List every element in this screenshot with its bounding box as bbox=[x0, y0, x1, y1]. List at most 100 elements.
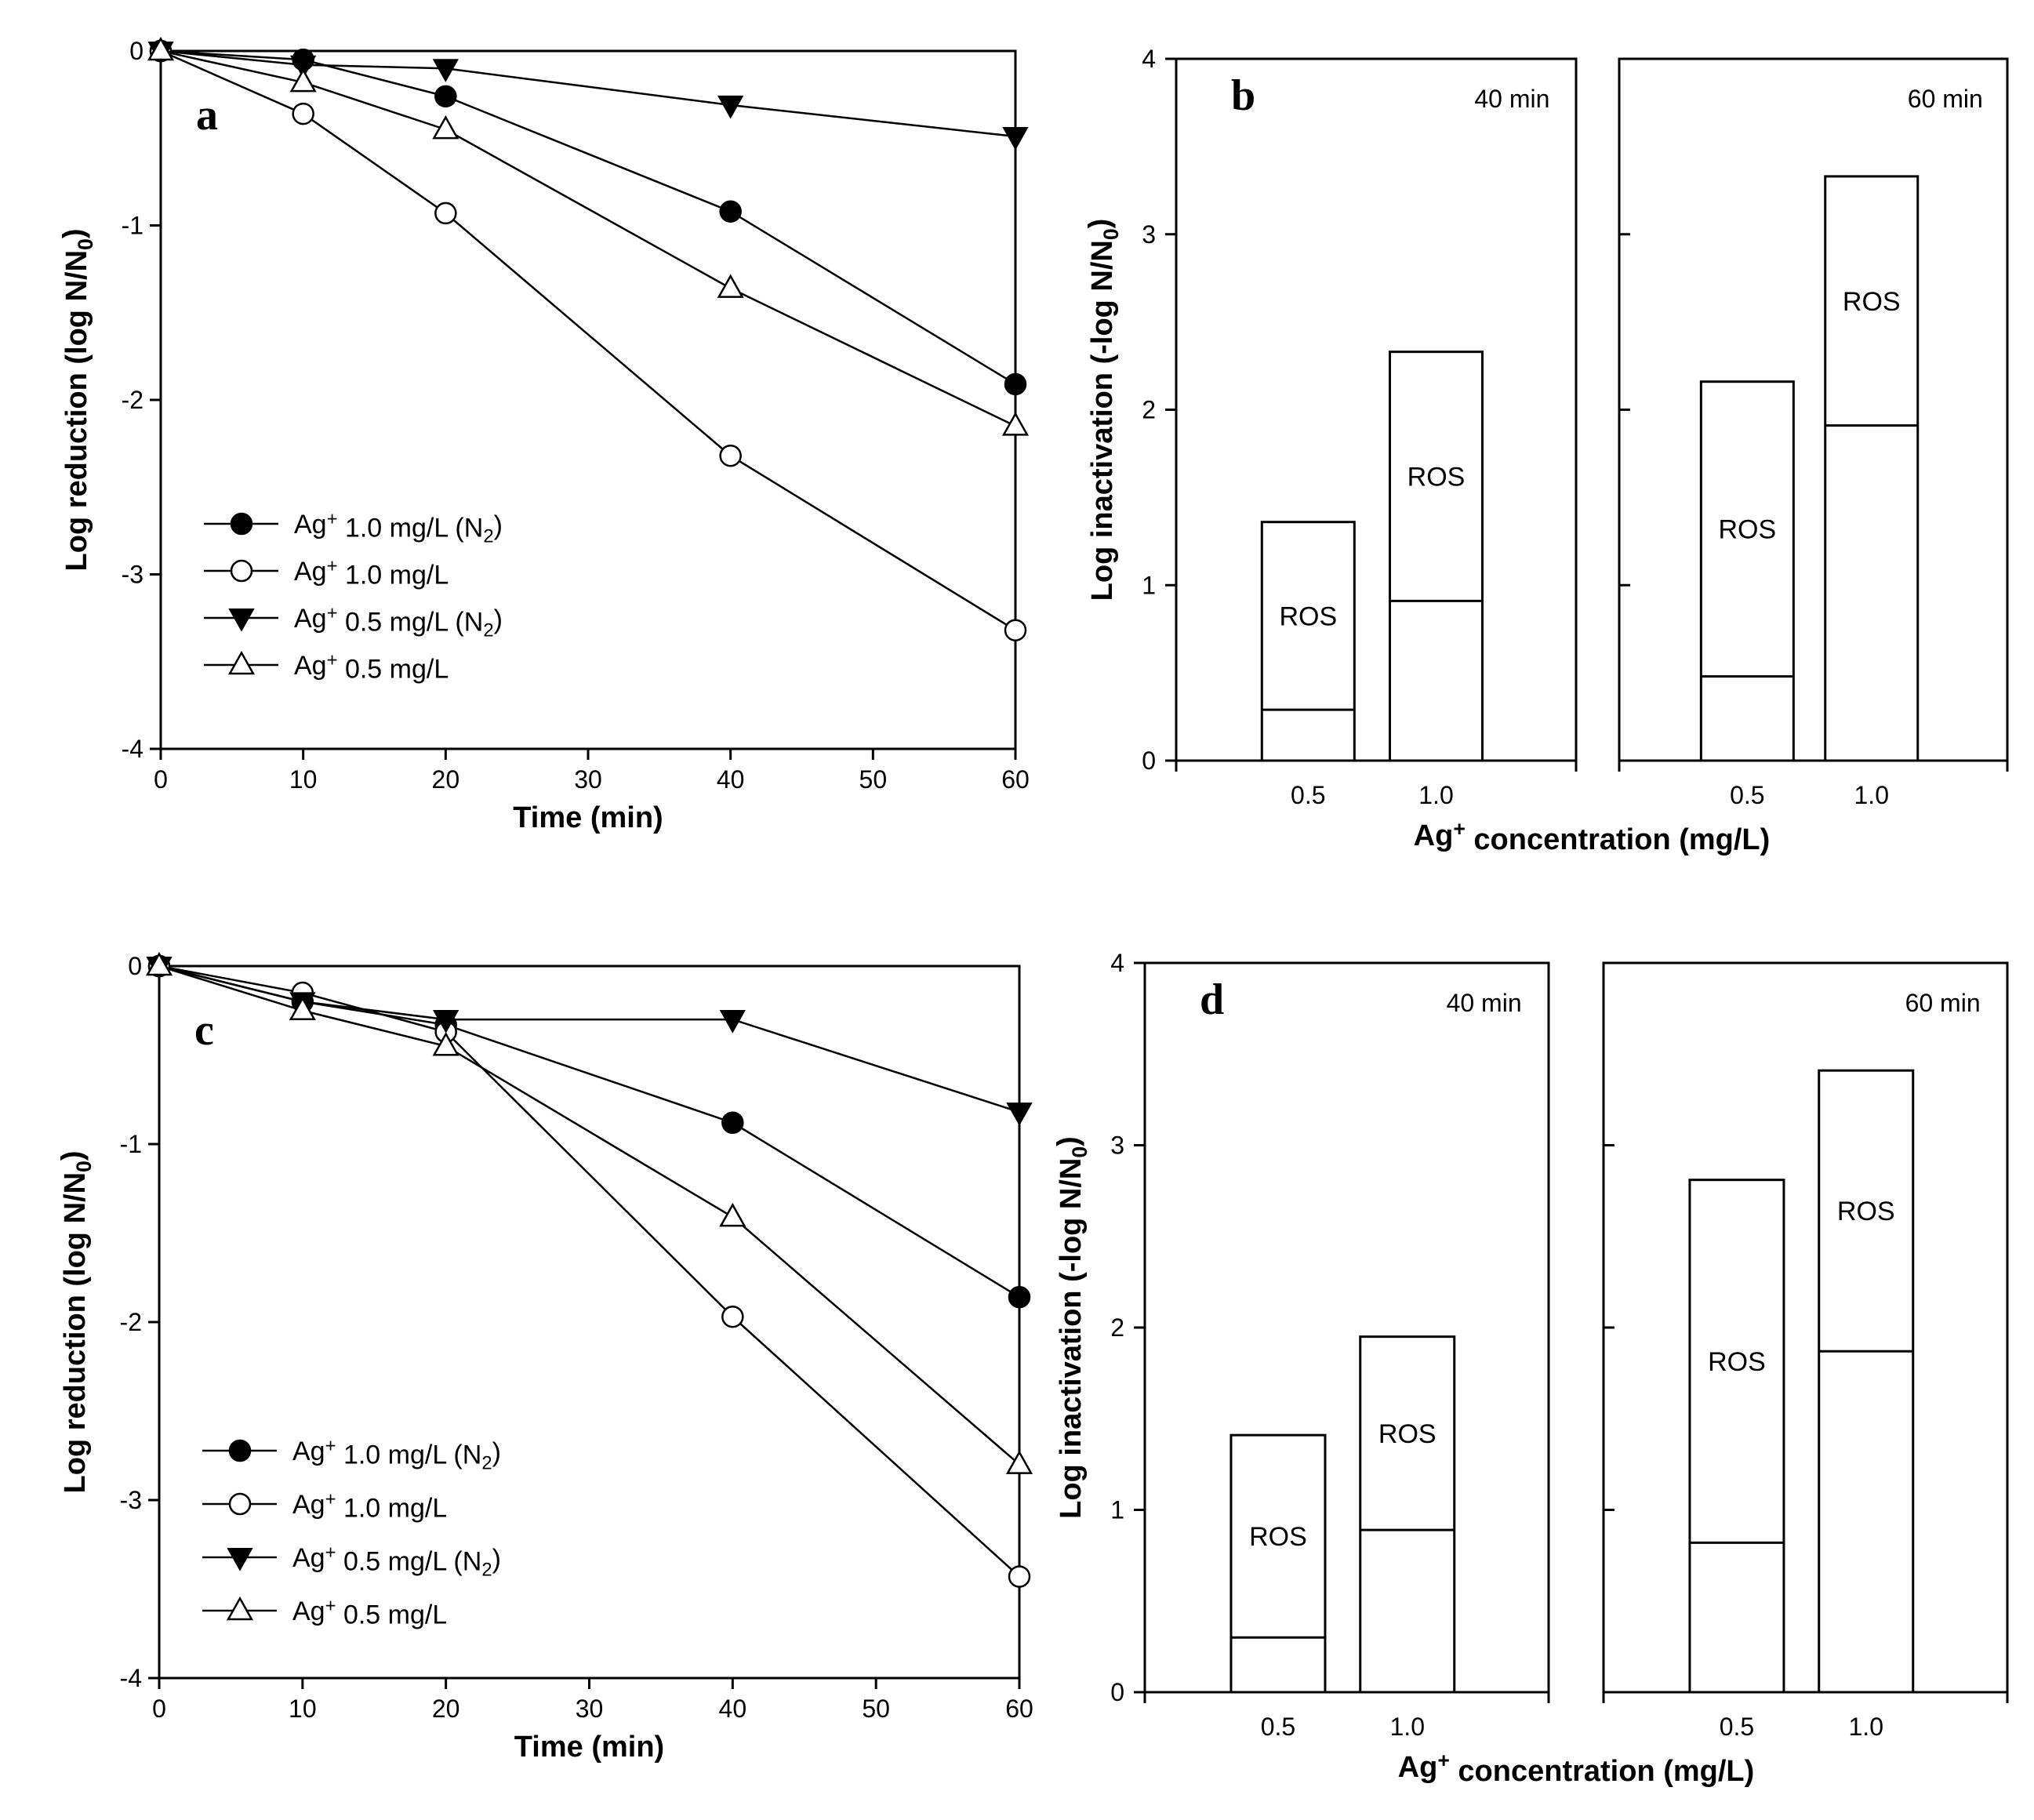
y-tick-label: 2 bbox=[1142, 396, 1156, 424]
data-point-s1 bbox=[1008, 1565, 1031, 1588]
bar-group-1: 60 min ROS 0.5 ROS 1.0 bbox=[1618, 57, 2009, 809]
time-label: 60 min bbox=[1908, 85, 1983, 113]
x-tick-label: 60 bbox=[1005, 1695, 1033, 1723]
legend-marker bbox=[226, 1596, 254, 1621]
x-tick-label: 60 bbox=[1001, 765, 1030, 794]
y-tick-label: -1 bbox=[120, 1130, 142, 1158]
x-tick-label: 1.0 bbox=[1854, 781, 1889, 809]
x-tick-label: 0 bbox=[154, 765, 168, 794]
data-point-s3 bbox=[1005, 1450, 1033, 1474]
data-point-s0 bbox=[434, 85, 457, 108]
x-tick-label: 0 bbox=[152, 1695, 166, 1723]
bar-total bbox=[1359, 1335, 1456, 1694]
y-tick-label: 0 bbox=[129, 37, 143, 65]
series-line-1 bbox=[158, 964, 1020, 1578]
x-tick-label: 10 bbox=[289, 765, 318, 794]
x-tick-label: 30 bbox=[576, 1695, 604, 1723]
data-point-s2 bbox=[433, 1010, 459, 1034]
legend-label: Ag+ 0.5 mg/L (N2) bbox=[292, 1542, 501, 1580]
panel-d: 0 1 2 3 4 40 min ROS 0.5 ROS 1.0 60 min ROS 0.5 ROS 1.… bbox=[1052, 949, 2009, 1788]
legend-marker bbox=[227, 650, 256, 675]
data-point-s3 bbox=[289, 67, 317, 93]
y-tick-label: 1 bbox=[1110, 1496, 1124, 1524]
legend-label: Ag+ 1.0 mg/L bbox=[294, 555, 449, 590]
y-tick-label: 0 bbox=[1110, 1678, 1124, 1706]
time-label: 60 min bbox=[1905, 989, 1981, 1017]
time-label: 40 min bbox=[1474, 85, 1549, 113]
x-tick-label: 1.0 bbox=[1849, 1713, 1883, 1741]
data-point-s3 bbox=[289, 996, 316, 1021]
series-line-2 bbox=[160, 49, 1016, 138]
series-line-1 bbox=[160, 49, 1016, 631]
ros-label: ROS bbox=[1719, 515, 1777, 545]
y-tick-label: -2 bbox=[122, 386, 143, 414]
plot-frame bbox=[1618, 57, 2009, 762]
x-tick-label: 1.0 bbox=[1390, 1713, 1425, 1741]
x-tick-label: 0.5 bbox=[1261, 1713, 1295, 1741]
y-tick-label: 0 bbox=[128, 952, 142, 980]
plot-frame bbox=[159, 49, 1017, 750]
x-tick-label: 1.0 bbox=[1418, 781, 1453, 809]
ros-label: ROS bbox=[1837, 1197, 1895, 1226]
data-point-s3 bbox=[432, 1031, 459, 1056]
legend-marker bbox=[230, 559, 253, 583]
x-axis-title: Ag+ concentration (mg/L) bbox=[1414, 817, 1771, 856]
bar-total bbox=[1824, 175, 1920, 762]
y-axis-title: Log inactivation (-log N/N0) bbox=[1052, 1136, 1091, 1519]
x-tick-label: 0.5 bbox=[1720, 1713, 1754, 1741]
ros-label: ROS bbox=[1407, 463, 1466, 492]
panel-letter: d bbox=[1200, 975, 1224, 1024]
y-tick-label: -1 bbox=[122, 212, 143, 240]
legend-label: Ag+ 1.0 mg/L bbox=[292, 1488, 447, 1523]
data-point-s3 bbox=[432, 114, 459, 140]
legend-marker bbox=[227, 1547, 253, 1571]
x-tick-label: 40 bbox=[719, 1695, 747, 1723]
series-line-2 bbox=[158, 964, 1020, 1113]
bar-group-0: 0 1 2 3 4 40 min ROS 0.5 ROS 1.0 bbox=[1110, 949, 1550, 1741]
bar-total bbox=[1260, 521, 1356, 762]
bar-total bbox=[1818, 1069, 1915, 1694]
y-tick-label: 4 bbox=[1110, 949, 1124, 977]
ros-label: ROS bbox=[1708, 1347, 1766, 1377]
panel-b: 0 1 2 3 4 40 min ROS 0.5 ROS 1.0 60 min ROS 0.5 ROS 1.… bbox=[1084, 45, 2009, 856]
y-axis-title: Log reduction (log N/N0) bbox=[56, 1151, 96, 1494]
data-point-s2 bbox=[717, 95, 744, 119]
y-tick-label: 3 bbox=[1142, 220, 1156, 249]
ros-label: ROS bbox=[1249, 1522, 1307, 1552]
data-point-s1 bbox=[1004, 619, 1027, 641]
bar-group-0: 0 1 2 3 4 40 min ROS 0.5 ROS 1.0 bbox=[1142, 45, 1578, 809]
ros-label: ROS bbox=[1279, 601, 1337, 631]
series-line-3 bbox=[158, 964, 1020, 1466]
x-axis-title: Time (min) bbox=[514, 1731, 664, 1764]
x-tick-label: 0.5 bbox=[1730, 781, 1764, 809]
y-tick-label: 2 bbox=[1110, 1313, 1124, 1342]
time-label: 40 min bbox=[1447, 989, 1522, 1017]
x-tick-label: 20 bbox=[432, 765, 460, 794]
panel-letter: c bbox=[194, 1006, 214, 1055]
data-point-s1 bbox=[719, 444, 742, 467]
legend-marker bbox=[228, 1492, 252, 1516]
x-tick-label: 50 bbox=[862, 1695, 890, 1723]
data-point-s0 bbox=[721, 1111, 744, 1135]
data-point-s0 bbox=[1008, 1285, 1031, 1309]
y-tick-label: 0 bbox=[1142, 747, 1156, 775]
y-tick-label: -4 bbox=[120, 1664, 142, 1692]
data-point-s2 bbox=[1006, 1103, 1033, 1126]
data-point-s3 bbox=[1001, 412, 1030, 436]
bar-group-1: 60 min ROS 0.5 ROS 1.0 bbox=[1602, 961, 2009, 1741]
panel-letter: b bbox=[1231, 71, 1255, 120]
x-axis-title: Time (min) bbox=[513, 801, 663, 834]
legend-marker bbox=[228, 1439, 252, 1462]
x-axis-title: Ag+ concentration (mg/L) bbox=[1398, 1749, 1755, 1788]
bar-total bbox=[1699, 380, 1795, 762]
data-point-s2 bbox=[719, 1010, 746, 1034]
legend-label: Ag+ 1.0 mg/L (N2) bbox=[294, 508, 503, 547]
panel-letter: a bbox=[196, 91, 218, 140]
data-point-s2 bbox=[290, 55, 317, 79]
ros-label: ROS bbox=[1378, 1419, 1437, 1449]
ros-label: ROS bbox=[1843, 287, 1901, 317]
legend-marker bbox=[228, 608, 255, 632]
y-tick-label: -4 bbox=[122, 735, 143, 763]
panel-a: 0 10 20 30 40 50 60 0 -1 -2 -3 -4 Time (min) Log redu… bbox=[58, 36, 1030, 834]
data-point-s1 bbox=[434, 202, 457, 225]
